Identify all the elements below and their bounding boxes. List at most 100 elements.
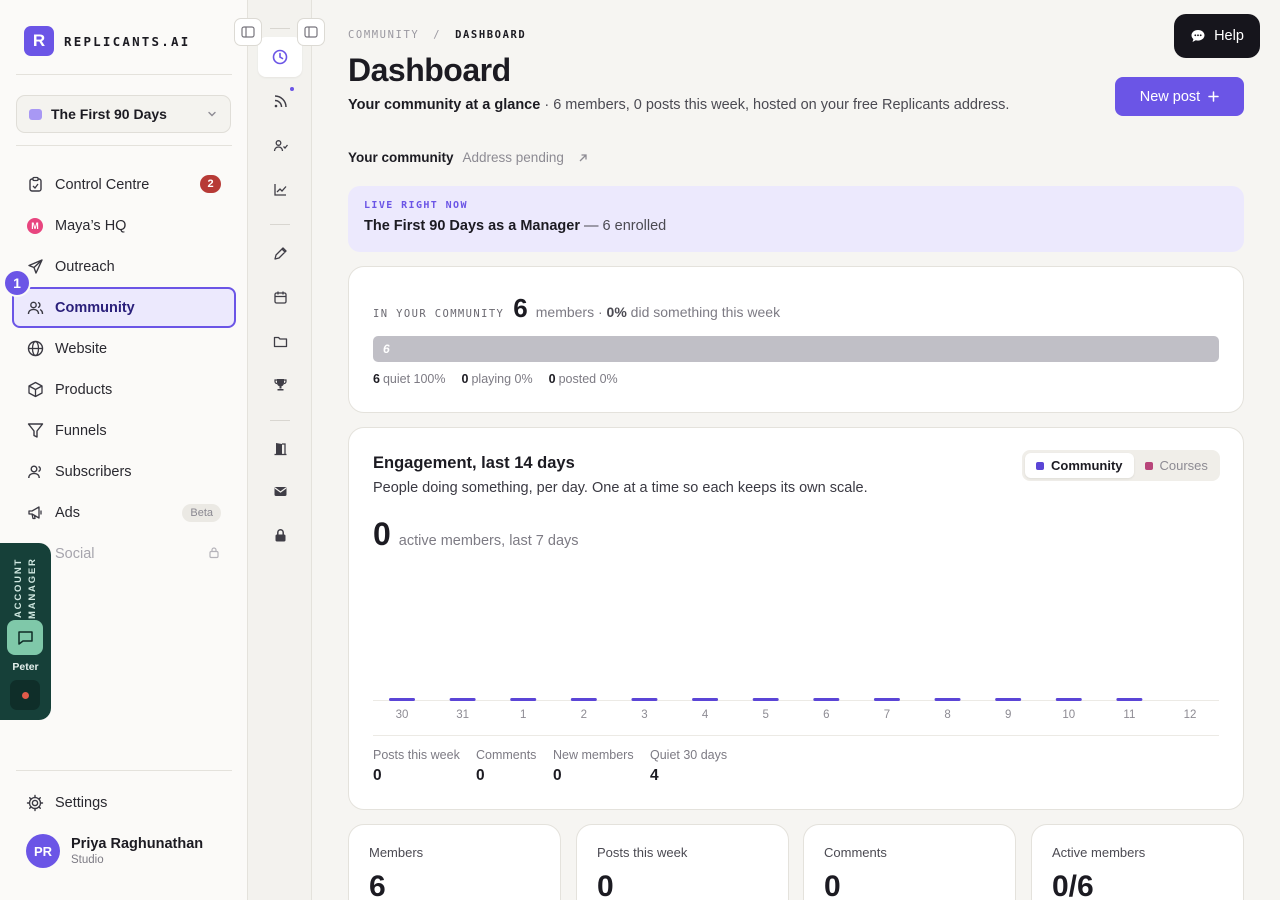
rail-feed-button[interactable] (258, 81, 302, 121)
sidebar-item-mayas-hq[interactable]: M Maya’s HQ (16, 205, 232, 246)
main-content: COMMUNITY / DASHBOARD Dashboard Your com… (312, 0, 1280, 900)
kpi-posts[interactable]: Posts this week 0 (576, 824, 789, 900)
kpi-value: 0 (824, 870, 841, 900)
stat-posted: 0 posted 0% (549, 372, 618, 386)
settings-link[interactable]: Settings (26, 794, 107, 812)
community-label: IN YOUR COMMUNITY (373, 308, 505, 320)
page-subtitle-strong: Your community at a glance (348, 97, 541, 113)
sidebar-item-funnels[interactable]: Funnels (16, 410, 232, 451)
record-button[interactable] (10, 680, 40, 710)
chat-button[interactable] (7, 620, 43, 655)
sidebar-item-products[interactable]: Products (16, 369, 232, 410)
breadcrumb-parent[interactable]: COMMUNITY (348, 29, 420, 41)
course-selector-label: The First 90 Days (51, 106, 167, 122)
stat-playing: 0 playing 0% (462, 372, 533, 386)
stat-number: 0 (548, 372, 556, 386)
collapse-rail-button[interactable] (297, 18, 325, 46)
new-activity-dot (290, 87, 294, 91)
live-course-name: The First 90 Days as a Manager (364, 218, 580, 234)
users-icon (26, 299, 44, 317)
activity-bar: 6 (373, 336, 1219, 362)
stat-label: posted 0% (558, 372, 618, 386)
rail-analytics-button[interactable] (258, 169, 302, 209)
brand-name: REPLICANTS.AI (64, 33, 191, 49)
sidebar-toggle-icon (241, 25, 255, 39)
brand-logo: R (24, 26, 54, 56)
stat-quiet: 6 quiet 100% (373, 372, 446, 386)
address-value: Address pending (462, 150, 564, 165)
sidebar-item-ads[interactable]: Ads Beta (16, 492, 232, 533)
rail-pen-button[interactable] (258, 233, 302, 273)
new-post-button[interactable]: New post (1115, 77, 1244, 116)
engagement-subtitle: People doing something, per day. One at … (373, 480, 868, 496)
user-profile[interactable]: PR Priya Raghunathan Studio (26, 834, 203, 868)
mini-stat-value: 0 (476, 767, 485, 784)
sidebar-item-label: Community (55, 299, 135, 316)
chart-bar[interactable] (692, 698, 719, 701)
plus-icon (1208, 91, 1219, 102)
account-manager-title: ACCOUNT MANAGER (13, 557, 38, 619)
help-label: Help (1214, 28, 1244, 44)
rail-dashboard-button[interactable] (258, 37, 302, 77)
kpi-value: 0/6 (1052, 870, 1094, 900)
live-banner[interactable]: LIVE RIGHT NOW The First 90 Days as a Ma… (348, 186, 1244, 252)
sidebar-item-community[interactable]: Community (12, 287, 236, 328)
rail-folder-button[interactable] (258, 321, 302, 361)
chart-bar[interactable] (813, 698, 840, 701)
divider (373, 735, 1219, 736)
chart-bar[interactable] (934, 698, 961, 701)
trophy-icon (273, 377, 288, 392)
chat-bubble-icon (1190, 28, 1206, 44)
chart-bar[interactable] (510, 698, 537, 701)
door-icon (273, 441, 288, 456)
stat-number: 6 (373, 372, 380, 386)
chart-bar[interactable] (389, 698, 415, 701)
help-button[interactable]: Help (1174, 14, 1260, 58)
mini-stat-new-members: New members 0 (553, 748, 634, 785)
active-members-count: 0 (373, 516, 391, 552)
chart-bar[interactable] (1055, 698, 1082, 701)
engagement-toggle: Community Courses (1022, 450, 1220, 481)
chart-bar[interactable] (995, 698, 1022, 701)
sidebar-item-subscribers[interactable]: Subscribers (16, 451, 232, 492)
icon-rail (248, 0, 312, 900)
chart-bar[interactable] (873, 698, 900, 701)
chart-bar[interactable] (631, 698, 658, 701)
rail-lock-button[interactable] (258, 515, 302, 555)
x-tick-label: 2 (581, 709, 587, 721)
collapse-sidebar-button[interactable] (234, 18, 262, 46)
kpi-comments[interactable]: Comments 0 (803, 824, 1016, 900)
chart-bar[interactable] (1116, 698, 1143, 701)
rail-trophy-button[interactable] (258, 364, 302, 404)
mini-stat-comments: Comments 0 (476, 748, 536, 785)
course-selector[interactable]: The First 90 Days (16, 95, 231, 133)
sidebar-item-social[interactable]: Social (16, 533, 232, 574)
live-tag: LIVE RIGHT NOW (364, 200, 468, 211)
rail-members-button[interactable] (258, 125, 302, 165)
tab-courses[interactable]: Courses (1134, 453, 1219, 478)
chart-bar[interactable] (752, 698, 779, 701)
brand[interactable]: R REPLICANTS.AI (24, 26, 190, 56)
chart-bar[interactable] (449, 698, 476, 701)
stat-label: quiet 100% (382, 372, 446, 386)
stat-label: playing 0% (471, 372, 533, 386)
legend-swatch (1036, 461, 1044, 470)
kpi-active-members[interactable]: Active members 0/6 (1031, 824, 1244, 900)
x-tick-label: 5 (762, 709, 768, 721)
activity-stats: 6 quiet 100% 0 playing 0% 0 posted 0% (373, 372, 618, 386)
rail-calendar-button[interactable] (258, 277, 302, 317)
external-link-icon[interactable] (578, 153, 588, 163)
sidebar-item-outreach[interactable]: Outreach (16, 246, 232, 287)
tab-community[interactable]: Community (1025, 453, 1134, 478)
chart-bar[interactable] (570, 698, 597, 701)
settings-label: Settings (55, 795, 108, 811)
sidebar-item-website[interactable]: Website (16, 328, 232, 369)
kpi-members[interactable]: Members 6 (348, 824, 561, 900)
mail-icon (273, 484, 288, 499)
rail-door-button[interactable] (258, 428, 302, 468)
page-subtitle-rest: · 6 members, 0 posts this week, hosted o… (540, 97, 1010, 113)
clipboard-icon (26, 176, 44, 194)
sidebar-item-control-centre[interactable]: Control Centre 2 (16, 164, 232, 205)
rail-mail-button[interactable] (258, 471, 302, 511)
x-tick-label: 1 (520, 709, 526, 721)
